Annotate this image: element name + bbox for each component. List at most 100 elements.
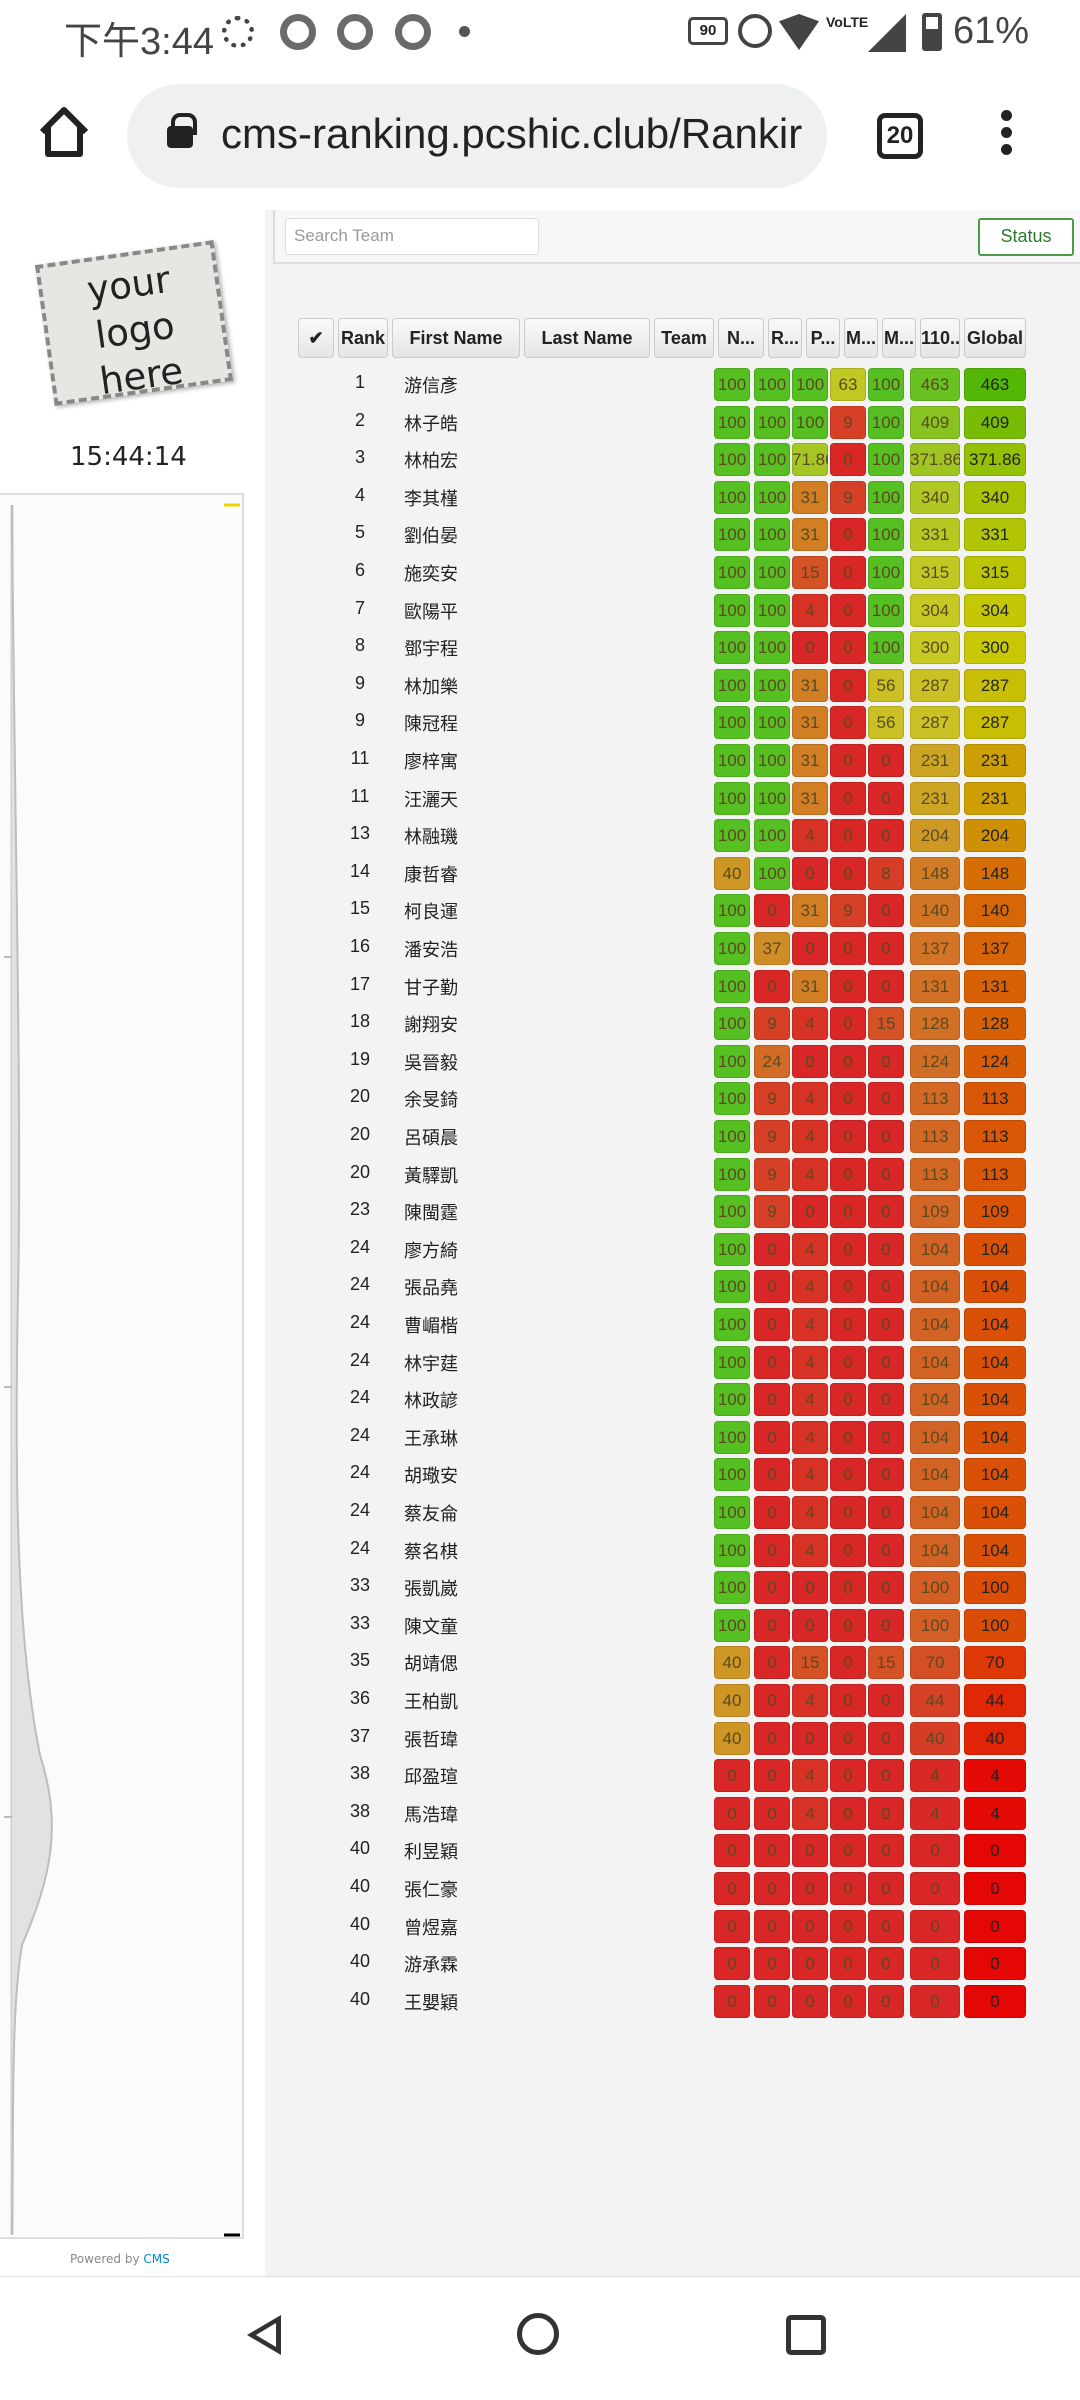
table-row[interactable]: 24 曹嵋楷 100 0 4 0 0 104 104	[298, 1306, 1038, 1344]
tab-switcher-button[interactable]: 20	[877, 113, 923, 159]
table-row[interactable]: 24 張品堯 100 0 4 0 0 104 104	[298, 1268, 1038, 1306]
score-110-cell: 287	[910, 706, 960, 740]
score-n-cell: 0	[714, 1947, 750, 1981]
rank-header[interactable]: Rank	[338, 318, 388, 358]
table-row[interactable]: 24 林宇莛 100 0 4 0 0 104 104	[298, 1344, 1038, 1382]
table-row[interactable]: 14 康哲睿 40 100 0 0 8 148 148	[298, 855, 1038, 893]
address-bar[interactable]: cms-ranking.pcshic.club/Rankir	[127, 84, 827, 188]
powered-by: Powered by CMS	[70, 2252, 170, 2266]
search-team-input[interactable]: Search Team	[285, 218, 539, 255]
lock-icon[interactable]	[167, 113, 197, 148]
rank-cell: 24	[349, 1274, 371, 1295]
home-circle-icon[interactable]	[517, 2313, 559, 2355]
score-m1-cell: 0	[830, 1796, 866, 1830]
table-row[interactable]: 13 林融璣 100 100 4 0 0 204 204	[298, 817, 1038, 855]
table-row[interactable]: 38 馬浩瑋 0 0 4 0 0 4 4	[298, 1795, 1038, 1833]
table-row[interactable]: 1 游信彥 100 100 100 63 100 463 463	[298, 366, 1038, 404]
table-row[interactable]: 11 廖梓寓 100 100 31 0 0 231 231	[298, 742, 1038, 780]
cms-link[interactable]: CMS	[143, 2252, 170, 2266]
table-row[interactable]: 20 黃驛凱 100 9 4 0 0 113 113	[298, 1156, 1038, 1194]
score-r-cell: 0	[754, 1533, 790, 1567]
table-row[interactable]: 9 陳冠程 100 100 31 0 56 287 287	[298, 704, 1038, 742]
table-row[interactable]: 24 林政諺 100 0 4 0 0 104 104	[298, 1381, 1038, 1419]
score-n-cell: 100	[714, 480, 750, 514]
table-row[interactable]: 5 劉伯晏 100 100 31 0 100 331 331	[298, 516, 1038, 554]
table-row[interactable]: 2 林子皓 100 100 100 9 100 409 409	[298, 404, 1038, 442]
table-row[interactable]: 36 王柏凱 40 0 4 0 0 44 44	[298, 1682, 1038, 1720]
task-p-header[interactable]: P...	[806, 318, 840, 358]
table-row[interactable]: 40 游承霖 0 0 0 0 0 0 0	[298, 1945, 1038, 1983]
table-row[interactable]: 9 林加樂 100 100 31 0 56 287 287	[298, 667, 1038, 705]
score-110-cell: 113	[910, 1082, 960, 1116]
task-n-header[interactable]: N...	[718, 318, 764, 358]
score-timeline[interactable]	[0, 493, 244, 2239]
global-score-cell: 0	[964, 1947, 1026, 1981]
global-score-cell: 4	[964, 1796, 1026, 1830]
table-row[interactable]: 40 曾煜嘉 0 0 0 0 0 0 0	[298, 1908, 1038, 1946]
select-all-check[interactable]: ✔	[298, 318, 334, 358]
table-row[interactable]: 40 利昱穎 0 0 0 0 0 0 0	[298, 1832, 1038, 1870]
sidebar: your logo here 15:44:14	[0, 210, 265, 2276]
table-row[interactable]: 37 張哲瑋 40 0 0 0 0 40 40	[298, 1720, 1038, 1758]
table-row[interactable]: 40 張仁豪 0 0 0 0 0 0 0	[298, 1870, 1038, 1908]
table-row[interactable]: 24 廖方綺 100 0 4 0 0 104 104	[298, 1231, 1038, 1269]
score-m1-cell: 9	[830, 894, 866, 928]
global-score-cell: 371.86	[964, 443, 1026, 477]
team-header[interactable]: Team	[654, 318, 714, 358]
global-score-cell: 204	[964, 819, 1026, 853]
first-name-header[interactable]: First Name	[392, 318, 520, 358]
table-row[interactable]: 24 蔡名棋 100 0 4 0 0 104 104	[298, 1532, 1038, 1570]
first-name-cell: 呂碩晨	[404, 1128, 458, 1148]
table-row[interactable]: 40 王嬰穎 0 0 0 0 0 0 0	[298, 1983, 1038, 2021]
table-row[interactable]: 15 柯良運 100 0 31 9 0 140 140	[298, 892, 1038, 930]
score-p-cell: 15	[792, 556, 828, 589]
table-row[interactable]: 38 邱盈瑄 0 0 4 0 0 4 4	[298, 1757, 1038, 1795]
score-110-cell: 463	[910, 368, 960, 401]
global-score-cell: 331	[964, 518, 1026, 552]
table-row[interactable]: 19 吳晉毅 100 24 0 0 0 124 124	[298, 1043, 1038, 1081]
table-row[interactable]: 33 陳文童 100 0 0 0 0 100 100	[298, 1607, 1038, 1645]
global-score-cell: 70	[964, 1646, 1026, 1680]
score-p-cell: 0	[792, 856, 828, 890]
table-row[interactable]: 20 呂碩晨 100 9 4 0 0 113 113	[298, 1118, 1038, 1156]
score-r-cell: 100	[754, 819, 790, 853]
table-row[interactable]: 8 鄧宇程 100 100 0 0 100 300 300	[298, 629, 1038, 667]
table-row[interactable]: 20 余旻錡 100 9 4 0 0 113 113	[298, 1080, 1038, 1118]
table-row[interactable]: 16 潘安浩 100 37 0 0 0 137 137	[298, 930, 1038, 968]
rank-cell: 13	[349, 823, 371, 844]
score-110-cell: 104	[910, 1308, 960, 1341]
table-row[interactable]: 24 蔡友侖 100 0 4 0 0 104 104	[298, 1494, 1038, 1532]
home-icon[interactable]	[36, 104, 92, 160]
first-name-cell: 黃驛凱	[404, 1165, 458, 1186]
task-r-header[interactable]: R...	[768, 318, 802, 358]
table-row[interactable]: 11 汪灑天 100 100 31 0 0 231 231	[298, 780, 1038, 818]
table-row[interactable]: 23 陳閩霆 100 9 0 0 0 109 109	[298, 1193, 1038, 1231]
more-menu-icon[interactable]	[996, 110, 1016, 164]
table-row[interactable]: 33 張凱崴 100 0 0 0 0 100 100	[298, 1569, 1038, 1607]
more-notifications-icon	[459, 26, 470, 37]
url-text[interactable]: cms-ranking.pcshic.club/Rankir	[221, 110, 803, 157]
task-m2-header[interactable]: M...	[882, 318, 916, 358]
rank-cell: 5	[354, 522, 365, 543]
global-header[interactable]: Global	[964, 318, 1026, 358]
score-p-cell: 31	[792, 969, 828, 1003]
table-row[interactable]: 4 李其槿 100 100 31 9 100 340 340	[298, 479, 1038, 517]
back-icon[interactable]	[247, 2315, 281, 2355]
score-m1-cell: 0	[830, 1759, 866, 1793]
status-button[interactable]: Status	[978, 218, 1074, 256]
last-name-header[interactable]: Last Name	[524, 318, 650, 358]
table-row[interactable]: 6 施奕安 100 100 15 0 100 315 315	[298, 554, 1038, 592]
table-row[interactable]: 35 胡靖偲 40 0 15 0 15 70 70	[298, 1644, 1038, 1682]
recent-apps-icon[interactable]	[786, 2315, 826, 2355]
table-row[interactable]: 17 甘子勤 100 0 31 0 0 131 131	[298, 968, 1038, 1006]
task-m1-header[interactable]: M...	[844, 318, 878, 358]
table-row[interactable]: 24 王承琳 100 0 4 0 0 104 104	[298, 1419, 1038, 1457]
rank-cell: 38	[349, 1763, 371, 1784]
score-m2-cell: 15	[868, 1007, 904, 1041]
table-row[interactable]: 7 歐陽平 100 100 4 0 100 304 304	[298, 592, 1038, 630]
global-score-cell: 124	[964, 1044, 1026, 1078]
table-row[interactable]: 18 謝翔安 100 9 4 0 15 128 128	[298, 1005, 1038, 1043]
table-row[interactable]: 24 胡璥安 100 0 4 0 0 104 104	[298, 1456, 1038, 1494]
task-110-header[interactable]: 110...	[920, 318, 960, 358]
